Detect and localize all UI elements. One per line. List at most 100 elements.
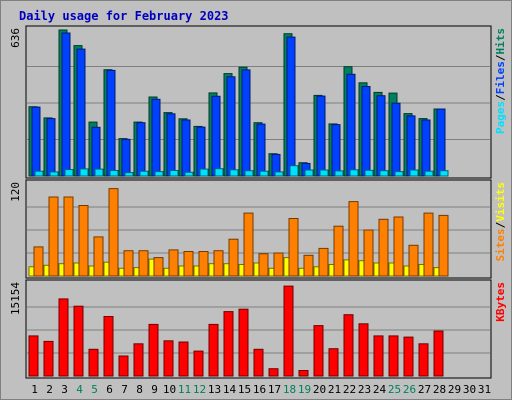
- day-label-10: 10: [163, 383, 176, 396]
- day-label-16: 16: [253, 383, 266, 396]
- bar-kbytes-day-7: [118, 355, 129, 377]
- day-label-26: 26: [403, 383, 416, 396]
- bar-kbytes-day-5: [88, 348, 99, 377]
- bar-kbytes-day-26: [403, 336, 414, 377]
- day-label-15: 15: [238, 383, 251, 396]
- bar-kbytes-day-8: [133, 343, 144, 377]
- bar-files-day-4: [76, 48, 86, 177]
- day-label-22: 22: [343, 383, 356, 396]
- day-label-18: 18: [283, 383, 296, 396]
- bar-files-day-15: [241, 69, 251, 177]
- bar-sites-day-18: [288, 218, 299, 277]
- bar-files-day-28: [436, 108, 446, 177]
- bar-kbytes-day-6: [103, 316, 114, 377]
- bar-kbytes-day-4: [73, 305, 84, 377]
- bar-files-day-6: [106, 69, 116, 177]
- bar-pages-day-5: [94, 168, 104, 177]
- bar-sites-day-11: [183, 251, 194, 277]
- day-label-11: 11: [178, 383, 191, 396]
- bar-pages-day-9: [154, 171, 164, 177]
- day-label-7: 7: [121, 383, 128, 396]
- bar-pages-day-27: [424, 170, 434, 177]
- bar-kbytes-day-13: [208, 323, 219, 377]
- bar-kbytes-day-22: [343, 314, 354, 377]
- bar-pages-day-10: [169, 170, 179, 177]
- bar-files-day-16: [256, 123, 266, 177]
- bar-sites-day-8: [138, 250, 149, 277]
- day-label-4: 4: [76, 383, 83, 396]
- bar-kbytes-day-27: [418, 343, 429, 377]
- day-label-2: 2: [46, 383, 53, 396]
- legend-entry: Visits: [494, 182, 507, 222]
- bar-pages-day-16: [259, 170, 269, 177]
- panel-max-label: 120: [9, 182, 22, 202]
- bar-sites-day-22: [348, 201, 359, 277]
- bar-files-day-27: [421, 119, 431, 177]
- day-label-13: 13: [208, 383, 221, 396]
- bar-kbytes-day-11: [178, 341, 189, 377]
- bar-pages-day-7: [124, 172, 134, 177]
- bar-sites-day-26: [408, 244, 419, 277]
- bar-files-day-18: [286, 36, 296, 177]
- bar-sites-day-27: [423, 212, 434, 277]
- legend-entry: /: [494, 54, 507, 61]
- day-label-20: 20: [313, 383, 326, 396]
- bar-kbytes-day-28: [433, 330, 444, 377]
- bar-sites-day-15: [243, 212, 254, 277]
- bar-pages-day-12: [199, 168, 209, 177]
- bar-kbytes-day-19: [298, 370, 309, 377]
- bar-sites-day-25: [393, 216, 404, 277]
- bar-sites-day-19: [303, 254, 314, 277]
- panel-legend: KBytes: [494, 282, 507, 322]
- day-label-14: 14: [223, 383, 237, 396]
- bar-kbytes-day-14: [223, 311, 234, 377]
- bar-kbytes-day-2: [43, 340, 54, 377]
- day-label-30: 30: [463, 383, 476, 396]
- bar-kbytes-day-25: [388, 335, 399, 377]
- day-label-21: 21: [328, 383, 341, 396]
- bar-sites-day-14: [228, 238, 239, 277]
- panel-kbytes: 15154 KBytes: [9, 279, 507, 379]
- bar-files-day-7: [121, 138, 131, 177]
- bar-files-day-25: [391, 102, 401, 177]
- bar-sites-day-28: [438, 214, 449, 277]
- day-label-5: 5: [91, 383, 98, 396]
- legend-entry: /: [494, 221, 507, 228]
- bar-pages-day-2: [49, 171, 59, 177]
- bar-files-day-9: [151, 98, 161, 177]
- bar-pages-day-19: [304, 169, 314, 177]
- bar-sites-day-4: [78, 205, 89, 277]
- legend-entry: Hits: [494, 28, 507, 55]
- bar-sites-day-16: [258, 253, 269, 277]
- bar-files-day-22: [346, 73, 356, 177]
- bar-pages-day-6: [109, 170, 119, 177]
- bar-pages-day-1: [34, 170, 44, 177]
- bar-pages-day-17: [274, 171, 284, 177]
- day-axis: 1 2 3 4 5 6 7 8 9 10 11 12 13 14 15 16 17 18 19 20 21 22 23 24 2…: [31, 383, 491, 396]
- bar-sites-day-12: [198, 251, 209, 277]
- bar-sites-day-2: [48, 196, 59, 277]
- day-label-25: 25: [388, 383, 401, 396]
- bar-pages-day-24: [379, 170, 389, 177]
- bar-kbytes-day-20: [313, 325, 324, 377]
- day-label-24: 24: [373, 383, 387, 396]
- bar-kbytes-day-9: [148, 323, 159, 377]
- day-label-1: 1: [31, 383, 38, 396]
- bar-files-day-2: [46, 118, 56, 177]
- bar-kbytes-day-21: [328, 348, 339, 377]
- bar-pages-day-14: [229, 169, 239, 177]
- day-label-27: 27: [418, 383, 431, 396]
- bar-files-day-10: [166, 113, 176, 177]
- bar-sites-day-23: [363, 229, 374, 277]
- day-label-29: 29: [448, 383, 461, 396]
- day-label-6: 6: [106, 383, 113, 396]
- day-label-12: 12: [193, 383, 206, 396]
- bar-pages-day-11: [184, 171, 194, 177]
- bar-kbytes-day-10: [163, 340, 174, 377]
- bar-pages-day-25: [394, 171, 404, 177]
- bar-pages-day-4: [79, 168, 89, 177]
- legend-entry: Pages: [494, 101, 507, 134]
- bar-pages-day-18: [289, 165, 299, 177]
- bar-files-day-14: [226, 76, 236, 177]
